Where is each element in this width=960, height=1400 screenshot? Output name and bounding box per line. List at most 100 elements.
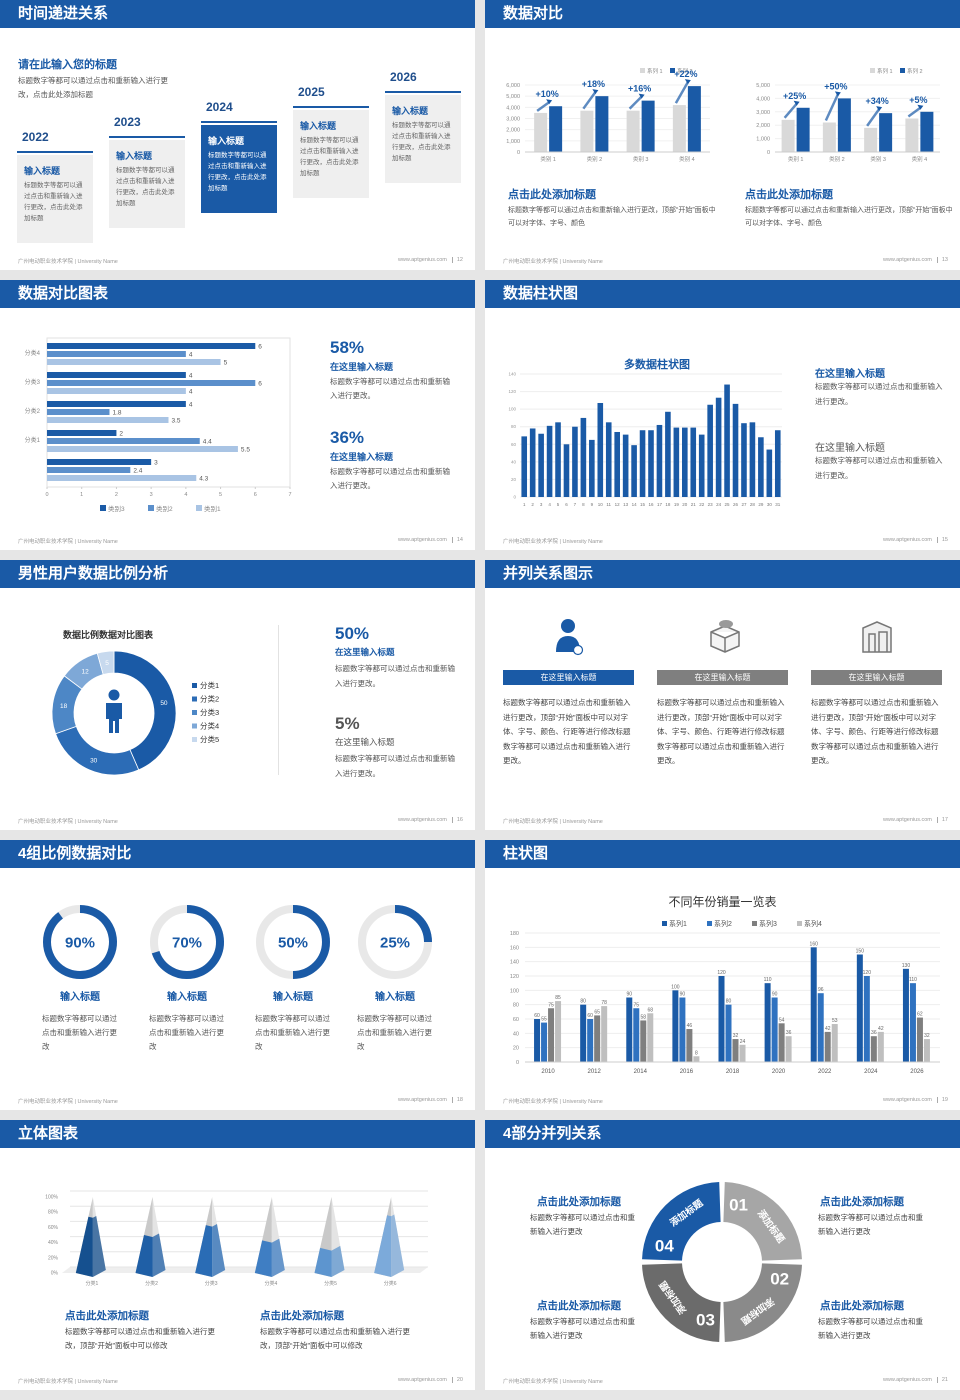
x-tick-label: 25 xyxy=(725,502,731,507)
intro-text: 标题数字等都可以通过点击和重新输入进行更改，点击此处添加标题 xyxy=(18,76,168,99)
icon-head xyxy=(108,689,120,701)
x-tick-label: 6 xyxy=(254,492,257,498)
slide-title: 男性用户数据比例分析 xyxy=(0,560,475,588)
x-tick-label: 0 xyxy=(45,492,48,498)
block-text: 标题数字等都可以通过点击和重新输入进行更改 xyxy=(818,1213,923,1236)
footer-left: 广州电动职业技术学院 | University Name xyxy=(503,1379,603,1385)
value-label: 5 xyxy=(224,360,228,367)
bar xyxy=(724,384,730,497)
card xyxy=(17,155,93,243)
y-tick-label: 80% xyxy=(48,1210,59,1216)
legend-label: 系列 2 xyxy=(677,67,693,75)
bar xyxy=(916,1017,923,1062)
value-label: 75 xyxy=(548,1002,554,1008)
bar xyxy=(831,1024,838,1062)
bar xyxy=(771,997,778,1062)
ring-label: 90% xyxy=(65,935,95,952)
bar xyxy=(47,467,131,473)
legend-swatch xyxy=(662,921,667,926)
value-label: 4.4 xyxy=(203,439,212,446)
block-heading: 点击此处添加标题 xyxy=(820,1196,904,1208)
value-label: 62 xyxy=(917,1012,923,1018)
category-label: 分类3 xyxy=(25,378,41,386)
page-number: 20 xyxy=(451,1377,463,1383)
bar xyxy=(785,1036,792,1062)
footer-url: www.aptgenius.com xyxy=(882,817,932,823)
x-tick-label: 24 xyxy=(716,502,722,507)
year: 2026 xyxy=(390,70,417,84)
y-tick-label: 60 xyxy=(511,442,517,447)
bar xyxy=(47,430,117,436)
bar xyxy=(665,411,671,497)
cycle-hub xyxy=(686,1226,758,1298)
caption-heading: 点击此处添加标题 xyxy=(508,189,596,201)
y-tick-label: 0 xyxy=(517,150,520,156)
value-label: 32 xyxy=(733,1033,739,1039)
ring-label: 50% xyxy=(278,935,308,952)
y-tick-label: 100% xyxy=(45,1195,58,1201)
bar xyxy=(597,402,604,497)
bar xyxy=(47,343,256,349)
slide-title: 立体图表 xyxy=(0,1120,475,1148)
footer-right: www.aptgenius.com 14 xyxy=(398,537,463,543)
x-tick-label: 2012 xyxy=(587,1069,601,1075)
bar xyxy=(920,111,934,152)
bar xyxy=(605,422,612,497)
value-label: 8 xyxy=(695,1050,698,1056)
x-tick-label: 1 xyxy=(80,492,83,498)
ring-label: 25% xyxy=(380,935,410,952)
y-tick-label: 120 xyxy=(510,974,519,980)
footer-left: 广州电动职业技术学院 | University Name xyxy=(503,259,603,265)
y-tick-label: 2,000 xyxy=(756,123,770,129)
slide: 0 20 40 60 80 100 120 140 160 180 系列1 60 80 90 100 120 1… xyxy=(485,840,960,1110)
arrow xyxy=(907,106,922,118)
legend-swatch xyxy=(196,505,202,511)
x-tick-label: 18 xyxy=(665,502,671,507)
x-tick-label: 17 xyxy=(657,502,663,507)
bar xyxy=(534,1019,541,1062)
legend-label: 类别2 xyxy=(156,504,173,513)
bar xyxy=(863,976,870,1062)
legend-label: 分类5 xyxy=(200,734,219,744)
value-label: 24 xyxy=(740,1039,746,1045)
footer-left: 广州电动职业技术学院 | University Name xyxy=(18,819,118,825)
cycle-segment xyxy=(723,1263,802,1342)
bar xyxy=(521,436,528,497)
legend-swatch xyxy=(640,68,645,73)
value-label: 160 xyxy=(810,941,819,947)
value-label: 3 xyxy=(154,460,158,467)
card xyxy=(201,125,277,213)
value-label: 4 xyxy=(189,389,193,396)
page-number: 15 xyxy=(936,537,948,543)
block-heading: 点击此处添加标题 xyxy=(537,1300,621,1312)
value-label: 58 xyxy=(640,1014,646,1020)
chart-title: 数据比例数据对比图表 xyxy=(63,630,154,640)
value-label: 4.3 xyxy=(199,476,208,483)
value-label: 130 xyxy=(902,963,911,969)
slide: 时间递进关系 广州电动职业技术学院 | University Name www.ap… xyxy=(0,0,475,270)
cycle-segment xyxy=(642,1182,721,1261)
segment-label: 18 xyxy=(60,703,68,710)
segment-number: 04 xyxy=(655,1236,674,1255)
value-label: 60 xyxy=(587,1013,593,1019)
segment-label: 12 xyxy=(82,668,90,675)
legend-swatch xyxy=(192,683,197,688)
x-tick-label: 14 xyxy=(632,502,638,507)
bar xyxy=(774,430,781,497)
bar xyxy=(47,351,186,357)
footer-right: www.aptgenius.com 17 xyxy=(883,817,948,823)
ring-title: 输入标题 xyxy=(60,992,100,1003)
footer-right: www.aptgenius.com 16 xyxy=(398,817,463,823)
x-tick-label: 28 xyxy=(750,502,756,507)
legend-label: 分类3 xyxy=(200,707,219,717)
annotation: +16% xyxy=(628,84,651,94)
footer-url: www.aptgenius.com xyxy=(882,1097,932,1103)
bar xyxy=(679,997,686,1062)
year: 2023 xyxy=(114,115,141,129)
value-label: 80 xyxy=(580,999,586,1005)
divider-line xyxy=(109,136,185,138)
bar xyxy=(879,113,893,152)
label-box xyxy=(811,670,942,685)
legend-label: 类别1 xyxy=(204,504,221,513)
x-tick-label: 分类4 xyxy=(264,1280,277,1287)
